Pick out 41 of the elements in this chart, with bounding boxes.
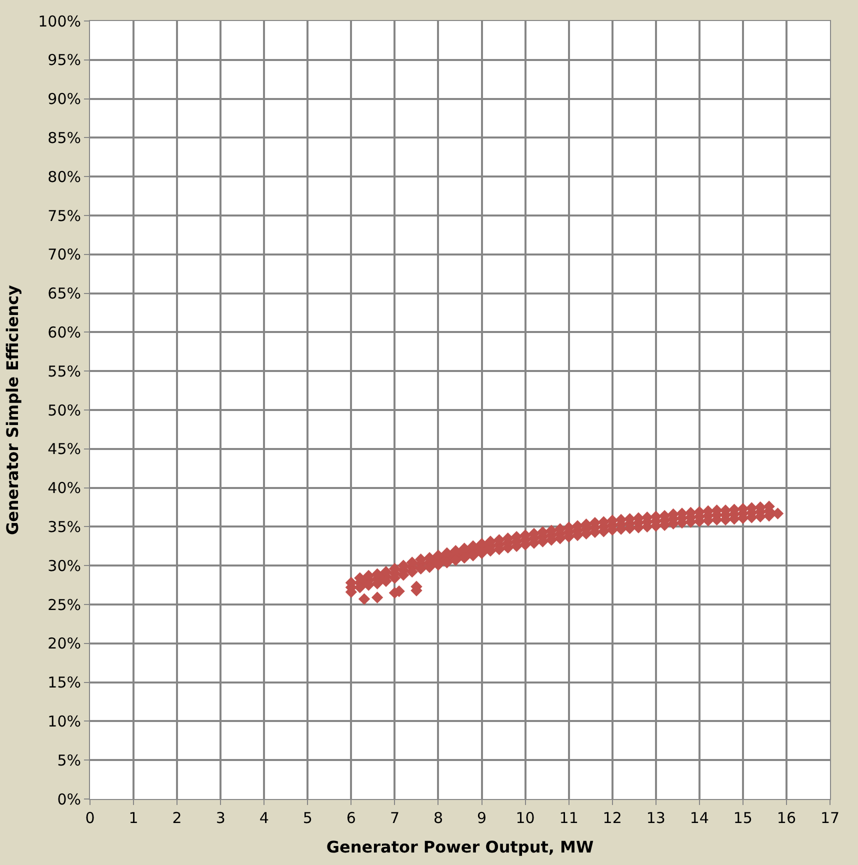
y-tick-label: 5% (57, 751, 81, 770)
y-tick-label: 65% (48, 284, 81, 303)
y-tick-label: 15% (48, 674, 81, 692)
x-tick-label: 17 (820, 809, 840, 827)
y-tick-label: 80% (48, 168, 81, 186)
y-tick-label: 60% (48, 323, 81, 342)
y-tick-label: 85% (48, 128, 81, 147)
x-tick-label: 13 (646, 809, 666, 827)
x-tick-label: 6 (346, 809, 356, 827)
y-tick-label: 70% (48, 246, 81, 264)
x-tick-label: 5 (302, 809, 312, 827)
y-tick-label: 40% (48, 479, 81, 498)
y-tick-label: 10% (48, 712, 81, 730)
y-axis-title: Generator Simple Efficiency (3, 284, 22, 535)
y-tick-label: 95% (48, 51, 81, 70)
y-tick-label: 45% (48, 440, 81, 458)
x-tick-label: 10 (516, 809, 535, 827)
x-tick-label: 3 (216, 809, 226, 827)
x-tick-label: 16 (776, 809, 796, 827)
x-tick-label: 4 (259, 809, 269, 827)
y-tick-label: 35% (48, 518, 81, 536)
x-tick-label: 14 (690, 809, 709, 827)
x-tick-label: 1 (128, 809, 138, 827)
y-tick-label: 50% (48, 401, 81, 420)
y-tick-label: 20% (48, 634, 81, 653)
y-tick-label: 55% (48, 362, 81, 380)
y-tick-label: 75% (48, 206, 81, 225)
y-tick-label: 100% (38, 12, 81, 30)
x-tick-label: 15 (733, 809, 752, 827)
x-tick-label: 2 (172, 809, 182, 827)
x-tick-label: 12 (602, 809, 622, 827)
x-tick-label: 11 (559, 809, 578, 827)
y-tick-label: 0% (57, 790, 81, 808)
x-tick-label: 8 (433, 809, 444, 827)
x-tick-label: 7 (390, 809, 400, 827)
y-tick-label: 90% (48, 90, 81, 108)
x-tick-label: 9 (476, 809, 487, 827)
y-tick-label: 30% (48, 556, 81, 575)
x-tick-label: 0 (85, 809, 95, 827)
x-axis-title: Generator Power Output, MW (326, 838, 594, 857)
y-tick-label: 25% (48, 596, 81, 614)
